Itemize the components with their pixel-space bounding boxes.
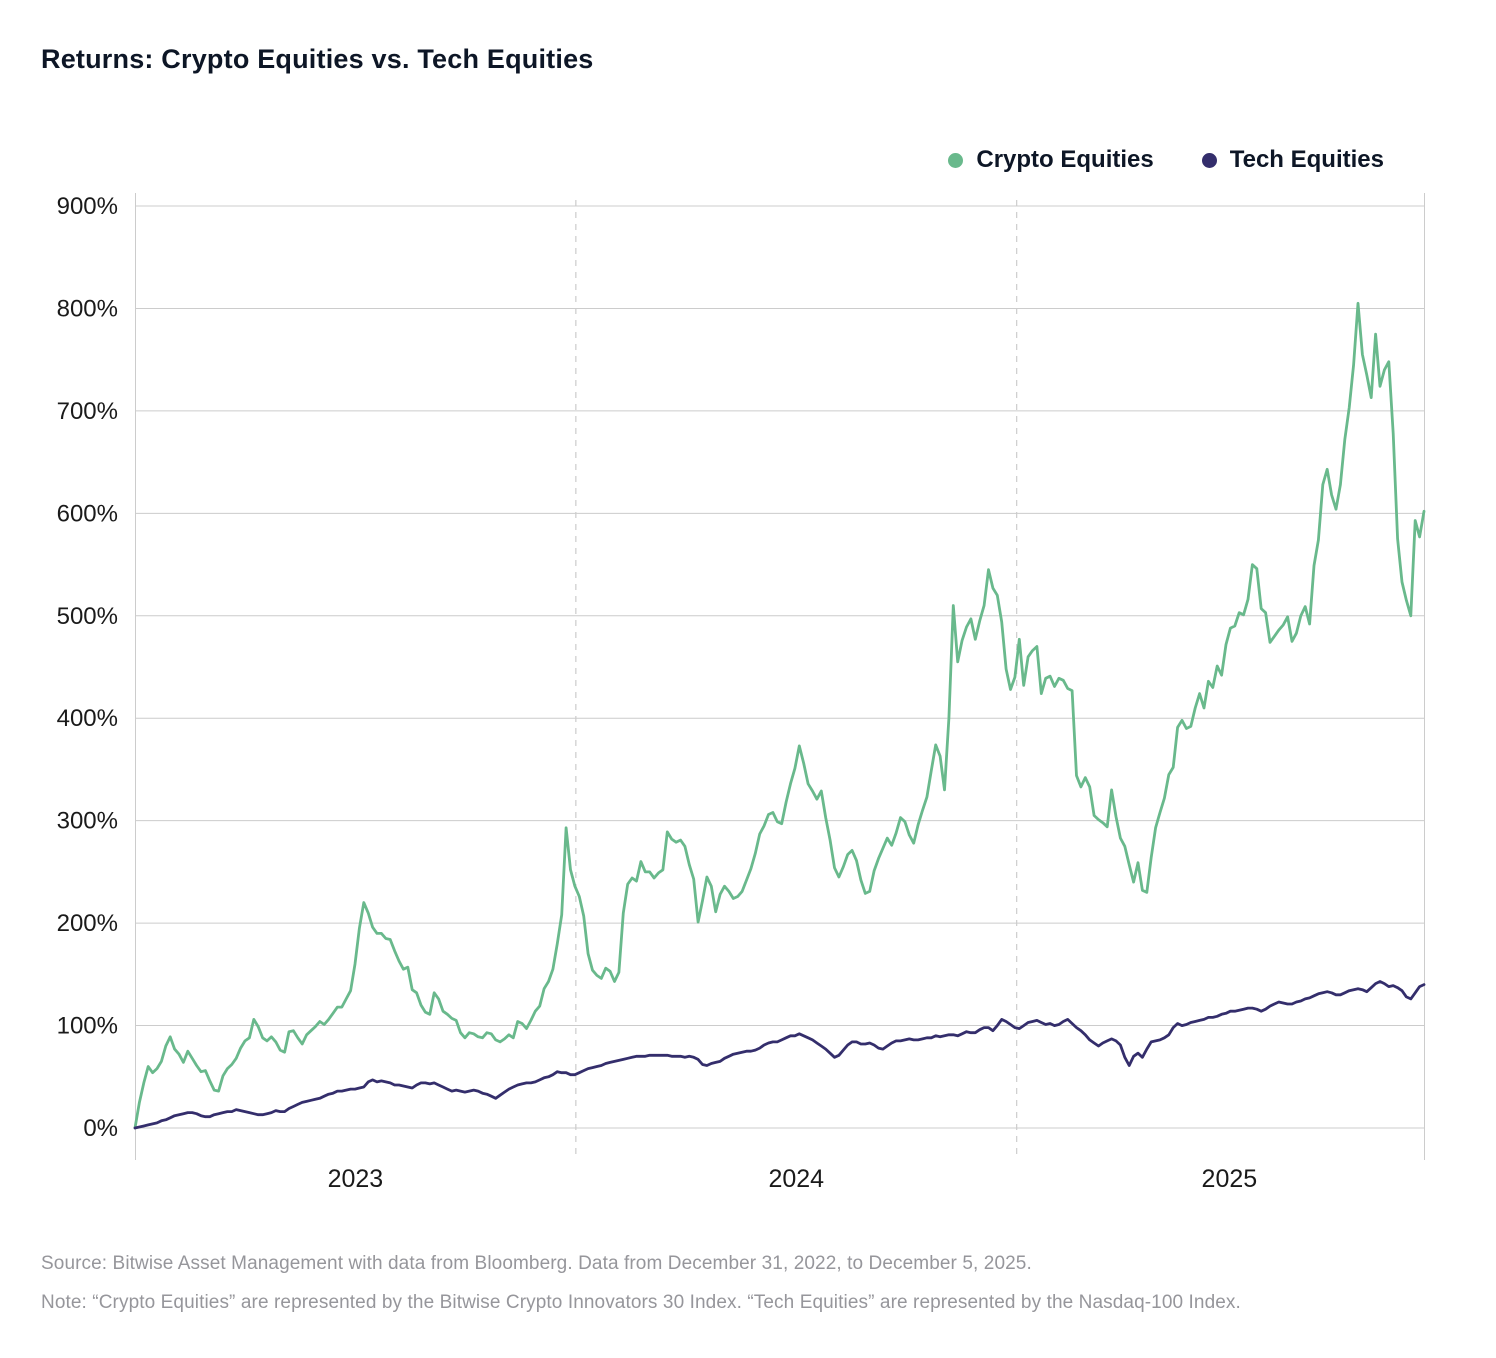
y-tick-label: 100% xyxy=(57,1013,118,1040)
x-tick-label: 2025 xyxy=(1202,1165,1258,1193)
x-tick-label: 2023 xyxy=(328,1165,384,1193)
y-tick-label: 0% xyxy=(83,1115,118,1142)
legend-label-crypto-equities: Crypto Equities xyxy=(976,146,1154,173)
tech-equities-dot-icon xyxy=(1201,152,1217,168)
crypto-equities-dot-icon xyxy=(948,152,964,168)
y-tick-label: 600% xyxy=(57,500,118,527)
y-tick-label: 300% xyxy=(57,808,118,835)
x-tick-label: 2024 xyxy=(768,1165,824,1193)
legend-item-crypto-equities: Crypto Equities xyxy=(948,146,1154,174)
legend: Crypto Equities Tech Equities xyxy=(948,146,1384,174)
source-note: Source: Bitwise Asset Management with da… xyxy=(41,1253,1032,1274)
y-tick-label: 700% xyxy=(57,398,118,425)
y-tick-label: 800% xyxy=(57,295,118,322)
y-tick-label: 400% xyxy=(57,705,118,732)
legend-label-tech-equities: Tech Equities xyxy=(1229,146,1384,173)
legend-item-tech-equities: Tech Equities xyxy=(1201,146,1384,174)
y-tick-label: 200% xyxy=(57,910,118,937)
chart-title: Returns: Crypto Equities vs. Tech Equiti… xyxy=(41,44,594,74)
y-tick-label: 900% xyxy=(57,193,118,220)
series-line-tech-equities xyxy=(133,980,1426,1130)
series-line-crypto-equities xyxy=(133,301,1426,1130)
index-note: Note: “Crypto Equities” are represented … xyxy=(41,1292,1241,1313)
y-tick-label: 500% xyxy=(57,603,118,630)
